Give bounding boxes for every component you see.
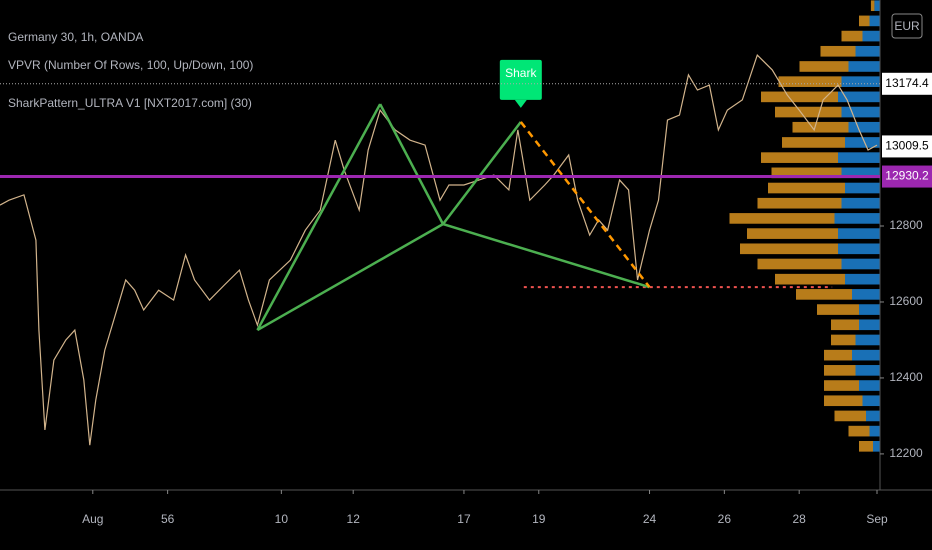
volume-down-bar [778,76,842,87]
volume-down-bar [757,258,842,270]
price-label-box [882,165,932,188]
x-tick-label: 26 [718,512,732,526]
volume-up-bar [874,0,880,12]
x-tick-label: 17 [457,512,471,526]
volume-up-bar [855,334,880,346]
indicator-label: SharkPattern_ULTRA V1 [NXT2017.com] (30) [8,96,252,110]
x-tick-label: 28 [793,512,807,526]
y-tick-label: 12800 [889,218,923,232]
volume-down-bar [775,273,845,285]
volume-up-bar [869,15,880,27]
volume-up-bar [845,273,880,285]
volume-down-bar [792,121,849,133]
volume-down-bar [768,182,845,194]
volume-up-bar [855,45,880,57]
volume-up-bar [855,365,880,376]
volume-up-bar [848,121,880,133]
volume-up-bar [873,441,880,452]
volume-down-bar [740,243,838,255]
volume-up-bar [845,137,880,148]
pattern-leg [379,103,445,225]
volume-down-bar [824,349,852,361]
x-tick-label: 24 [643,512,657,526]
volume-up-bar [841,106,880,118]
plot-area [0,0,880,452]
pattern-leg [256,103,382,331]
volume-down-bar [796,289,852,300]
volume-up-bar [841,76,880,87]
pattern-leg [256,223,444,332]
pattern-label-pointer [514,99,527,108]
volume-down-bar [824,365,856,376]
volume-up-bar [848,61,880,72]
volume-down-bar [817,304,859,315]
price-label: 13009.5 [885,139,929,153]
price-label: 13174.4 [885,76,929,90]
volume-up-bar [862,30,880,42]
volume-down-bar [831,319,859,331]
volume-down-bar [848,425,870,437]
volume-down-bar [729,213,835,224]
volume-down-bar [761,91,838,103]
volume-up-bar [841,167,880,179]
chart-title: Germany 30, 1h, OANDA [8,30,143,44]
volume-up-bar [838,243,880,255]
volume-up-bar [869,425,880,437]
pattern-leg [441,121,522,225]
pattern-label: Shark [505,66,537,80]
volume-up-bar [838,228,880,239]
pattern-leg [442,222,650,289]
pattern-label-box [499,59,542,100]
volume-up-bar [845,182,880,194]
volume-up-bar [859,319,880,331]
volume-down-bar [859,15,870,27]
volume-up-bar [841,258,880,270]
y-tick-label: 12400 [889,370,923,384]
volume-up-bar [852,349,880,361]
volume-down-bar [841,30,863,42]
volume-up-bar [866,410,880,422]
y-tick-label: 12200 [889,446,923,460]
volume-up-bar [852,289,880,300]
volume-up-bar [838,91,880,103]
volume-down-bar [775,106,842,118]
volume-up-bar [841,197,880,209]
volume-down-bar [859,441,873,452]
volume-down-bar [824,395,863,407]
price-label-box [882,135,932,158]
volume-down-bar [834,410,866,422]
x-tick-label: Sep [866,512,888,526]
volume-down-bar [824,380,859,391]
volume-up-bar [859,380,880,391]
volume-down-bar [747,228,838,239]
volume-down-bar [870,0,875,12]
pattern-leg-projection [519,121,651,288]
x-tick-label: 10 [275,512,289,526]
x-tick-label: 56 [161,512,175,526]
price-label-box [882,72,932,95]
volume-down-bar [831,334,856,346]
volume-down-bar [782,137,845,148]
indicator-label: VPVR (Number Of Rows, 100, Up/Down, 100) [8,58,253,72]
y-tick-label: 12600 [889,294,923,308]
volume-up-bar [862,395,880,407]
volume-down-bar [757,197,842,209]
currency-label[interactable]: EUR [894,19,920,33]
price-label: 12930.2 [885,169,929,183]
volume-down-bar [771,167,842,179]
volume-down-bar [820,45,856,57]
volume-down-bar [761,152,838,163]
volume-up-bar [834,213,880,224]
volume-down-bar [799,61,849,72]
x-tick-label: Aug [82,512,103,526]
currency-box[interactable] [891,13,923,39]
x-tick-label: 12 [347,512,361,526]
x-tick-label: 19 [532,512,546,526]
volume-up-bar [859,304,880,315]
volume-up-bar [838,152,880,163]
price-line [0,53,878,446]
